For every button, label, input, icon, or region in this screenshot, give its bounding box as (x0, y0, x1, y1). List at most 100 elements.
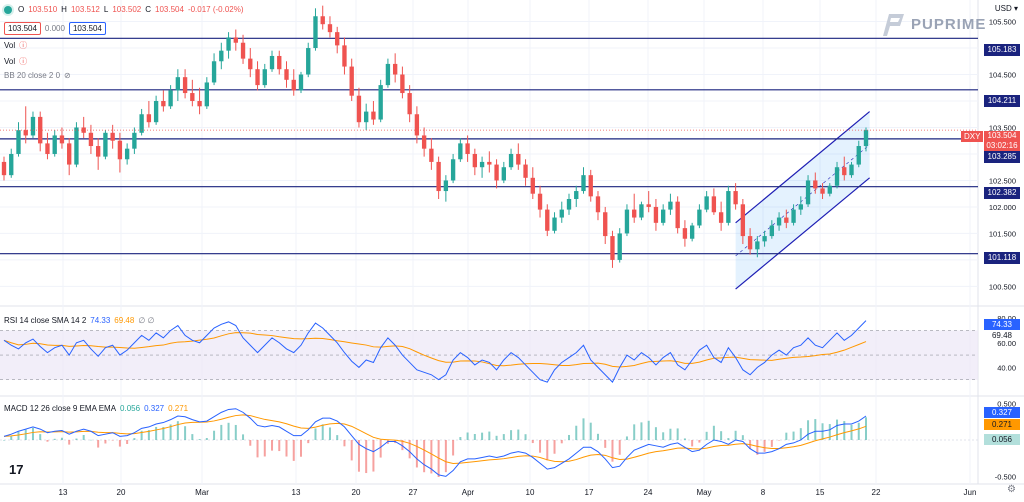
candle-body (255, 69, 260, 86)
candle-body (603, 212, 608, 237)
candle-body (530, 177, 535, 194)
candle-body (385, 63, 391, 86)
macd-histogram-bar (589, 422, 592, 440)
candle-body (443, 180, 449, 192)
candle-body (182, 77, 188, 94)
macd-histogram-bar (734, 430, 737, 440)
macd-histogram-bar (857, 422, 860, 440)
buy-price-button[interactable]: 103.504 (68, 22, 106, 35)
candle-body (161, 101, 166, 107)
macd-histogram-bar (481, 432, 484, 440)
price-tick-label: 101.500 (989, 229, 1016, 238)
macd-value-tag: 0.327 (984, 407, 1020, 418)
candle-body (784, 217, 789, 223)
candle-body (1, 161, 7, 176)
macd-histogram-bar (727, 438, 730, 440)
candle-body (291, 79, 296, 91)
candle-body (595, 196, 601, 213)
macd-histogram-bar (517, 429, 520, 440)
time-tick-label: 20 (352, 488, 361, 497)
candle-body (132, 132, 137, 149)
hidden-eye-icon[interactable]: ⓘ (19, 57, 28, 66)
macd-histogram-bar (415, 440, 418, 468)
candle-body (545, 209, 550, 231)
macd-histogram-bar (712, 425, 715, 440)
currency-label: USD (994, 4, 1012, 13)
macd-histogram-bar (191, 434, 194, 440)
macd-histogram-bar (147, 430, 150, 440)
candle-body (834, 167, 840, 186)
macd-histogram-bar (539, 440, 542, 453)
level-tag-103: 103.285 (984, 151, 1020, 163)
macd-histogram-bar (611, 440, 614, 462)
candle-body (335, 32, 340, 46)
symbol-tag: DXY (961, 131, 984, 142)
vol-legend-2[interactable]: Vol ⓘ (4, 56, 27, 67)
change-value: -0.017 (-0.02%) (187, 5, 244, 14)
horizontal-lines[interactable] (0, 37, 978, 255)
time-tick-label: Mar (195, 488, 209, 497)
vol-legend-1[interactable]: Vol ⓘ (4, 40, 27, 51)
macd-histogram-bar (807, 420, 810, 440)
time-tick-label: 27 (409, 488, 418, 497)
macd-line (3, 408, 867, 477)
candle-body (400, 74, 405, 94)
rsi-lines (3, 320, 867, 384)
tradingview-logo[interactable]: 17 (9, 462, 24, 477)
candle-body (632, 209, 637, 218)
macd-histogram-bar (459, 437, 462, 440)
candle-body (646, 204, 651, 207)
candle-body (537, 193, 543, 210)
macd-histogram-bar (17, 431, 20, 440)
macd-histogram-bar (220, 424, 223, 440)
candle-body (146, 114, 152, 123)
macd-histogram-bar (343, 440, 346, 447)
candle-body (689, 225, 695, 239)
candle-body (277, 55, 282, 70)
sell-price-button[interactable]: 103.504 (4, 22, 41, 35)
ascending-channel[interactable] (735, 111, 871, 290)
candle-body (349, 66, 354, 96)
macd-histogram-bar (379, 440, 382, 458)
macd-value: 0.327 (144, 404, 165, 413)
candle-body (378, 85, 383, 120)
macd-histogram-bar (118, 440, 121, 447)
candle-body (747, 236, 753, 250)
macd-histogram-bar (691, 440, 694, 447)
rsi-sma-line (3, 332, 867, 368)
macd-histogram-bar (10, 436, 13, 440)
candle-body (588, 175, 593, 197)
rsi-legend[interactable]: RSI 14 close SMA 14 2 74.33 69.48 ∅ ∅ (4, 316, 155, 325)
candle-body (117, 140, 123, 160)
macd-histogram-bar (814, 419, 817, 440)
candle-body (762, 236, 767, 242)
gear-icon[interactable]: ⚙ (1007, 484, 1016, 495)
currency-selector[interactable]: USD ▾ (994, 4, 1018, 13)
candle-body (769, 225, 775, 237)
macd-histogram-bar (140, 430, 143, 440)
price-tick-label: 102.500 (989, 176, 1016, 185)
spread-value: 0.000 (44, 24, 65, 33)
candle-body (327, 24, 333, 33)
candle-body (88, 132, 94, 147)
macd-legend[interactable]: MACD 12 26 close 9 EMA EMA 0.056 0.327 0… (4, 404, 188, 413)
macd-histogram-bar (683, 438, 686, 440)
hidden-eye-icon[interactable]: ⓘ (19, 41, 28, 50)
time-tick-label: May (696, 488, 711, 497)
candle-body (392, 63, 398, 75)
candle-body (842, 167, 847, 176)
channel-fill (735, 111, 870, 290)
candle-body (197, 101, 202, 107)
macd-histogram-bar (169, 424, 172, 440)
macd-lines (3, 408, 867, 478)
candle-body (52, 135, 57, 154)
eye-off-icon[interactable]: ⊘ (64, 71, 71, 80)
macd-histogram-bar (676, 428, 679, 440)
candle-body (81, 127, 86, 133)
channel-mid-line (735, 144, 870, 257)
candle-body (697, 209, 702, 226)
time-tick-label: Apr (462, 488, 475, 497)
macd-histogram-bar (502, 434, 505, 440)
bb-legend[interactable]: BB 20 close 2 0 ⊘ (4, 71, 71, 80)
